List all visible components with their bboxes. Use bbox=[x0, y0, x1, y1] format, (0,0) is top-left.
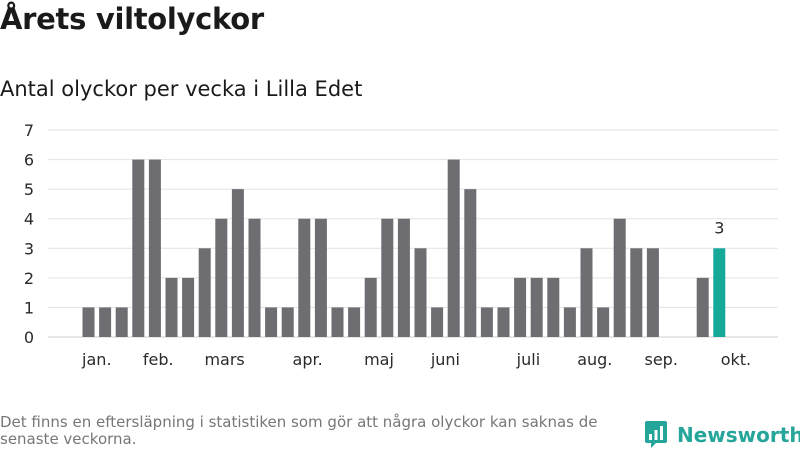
bar-week-34 bbox=[630, 248, 643, 337]
x-tick-label: jan. bbox=[81, 350, 111, 369]
bar-week-38 bbox=[696, 277, 709, 337]
y-tick-label: 4 bbox=[24, 210, 34, 229]
bar-week-19 bbox=[381, 218, 394, 337]
weekly-accidents-bar-chart: 0 1 2 3 4 5 6 7 jan. feb. mars apr. maj juni juli aug.… bbox=[24, 121, 778, 369]
bar-week-20 bbox=[397, 218, 410, 337]
x-tick-label: apr. bbox=[293, 350, 323, 369]
bar-week-13 bbox=[281, 307, 294, 337]
bar-week-8 bbox=[198, 248, 211, 337]
x-tick-label: aug. bbox=[577, 350, 612, 369]
annotations: 3 bbox=[714, 218, 724, 237]
x-tick-label: mars bbox=[204, 350, 244, 369]
y-tick-label: 6 bbox=[24, 151, 34, 170]
y-tick-label: 7 bbox=[24, 121, 34, 140]
bar-week-31 bbox=[580, 248, 593, 337]
bar-week-3 bbox=[115, 307, 128, 337]
x-tick-label: okt. bbox=[721, 350, 751, 369]
bars bbox=[82, 159, 726, 337]
x-tick-label: juni bbox=[430, 350, 460, 369]
x-axis-month-labels: jan. feb. mars apr. maj juni juli aug. sep. okt. bbox=[81, 350, 751, 369]
bar-week-23 bbox=[447, 159, 460, 337]
bar-week-6 bbox=[165, 277, 178, 337]
bar-week-14 bbox=[298, 218, 311, 337]
chart-subtitle: Antal olyckor per vecka i Lilla Edet bbox=[0, 77, 363, 101]
bar-week-29 bbox=[547, 277, 560, 337]
bar-week-4 bbox=[132, 159, 145, 337]
bar-week-11 bbox=[248, 218, 261, 337]
bar-week-33 bbox=[613, 218, 626, 337]
footnote: Det finns en eftersläpning i statistiken… bbox=[0, 413, 598, 448]
bar-week-28 bbox=[530, 277, 543, 337]
bar-week-12 bbox=[265, 307, 278, 337]
y-tick-label: 3 bbox=[24, 239, 34, 258]
bar-week-2 bbox=[99, 307, 112, 337]
bar-week-17 bbox=[348, 307, 361, 337]
y-tick-label: 1 bbox=[24, 298, 34, 317]
bar-week-25 bbox=[480, 307, 493, 337]
bar-week-1 bbox=[82, 307, 95, 337]
bar-week-32 bbox=[597, 307, 610, 337]
bar-week-16 bbox=[331, 307, 344, 337]
bar-week-26 bbox=[497, 307, 510, 337]
bar-week-27 bbox=[514, 277, 527, 337]
bar-week-15 bbox=[314, 218, 327, 337]
brand-name: Newsworthy bbox=[677, 423, 800, 447]
data-label-latest-week: 3 bbox=[714, 218, 724, 237]
newsworthy-logo: Newsworthy bbox=[644, 420, 800, 450]
x-tick-label: feb. bbox=[143, 350, 174, 369]
x-tick-label: maj bbox=[364, 350, 394, 369]
y-tick-label: 5 bbox=[24, 180, 34, 199]
bar-week-18 bbox=[364, 277, 377, 337]
x-tick-label: sep. bbox=[644, 350, 677, 369]
bar-week-9 bbox=[215, 218, 228, 337]
bar-week-21 bbox=[414, 248, 427, 337]
y-axis-ticks: 0 1 2 3 4 5 6 7 bbox=[24, 121, 34, 347]
bar-week-35 bbox=[646, 248, 659, 337]
x-tick-label: juli bbox=[516, 350, 540, 369]
bar-week-30 bbox=[563, 307, 576, 337]
y-tick-label: 2 bbox=[24, 269, 34, 288]
bar-week-7 bbox=[182, 277, 195, 337]
bar-week-22 bbox=[431, 307, 444, 337]
bar-week-39 bbox=[713, 248, 726, 337]
y-tick-label: 0 bbox=[24, 328, 34, 347]
newsworthy-logo-icon bbox=[645, 421, 667, 448]
chart-title: Årets viltolyckor bbox=[0, 2, 264, 36]
bar-week-10 bbox=[231, 189, 244, 337]
bar-week-5 bbox=[148, 159, 161, 337]
bar-week-24 bbox=[464, 189, 477, 337]
